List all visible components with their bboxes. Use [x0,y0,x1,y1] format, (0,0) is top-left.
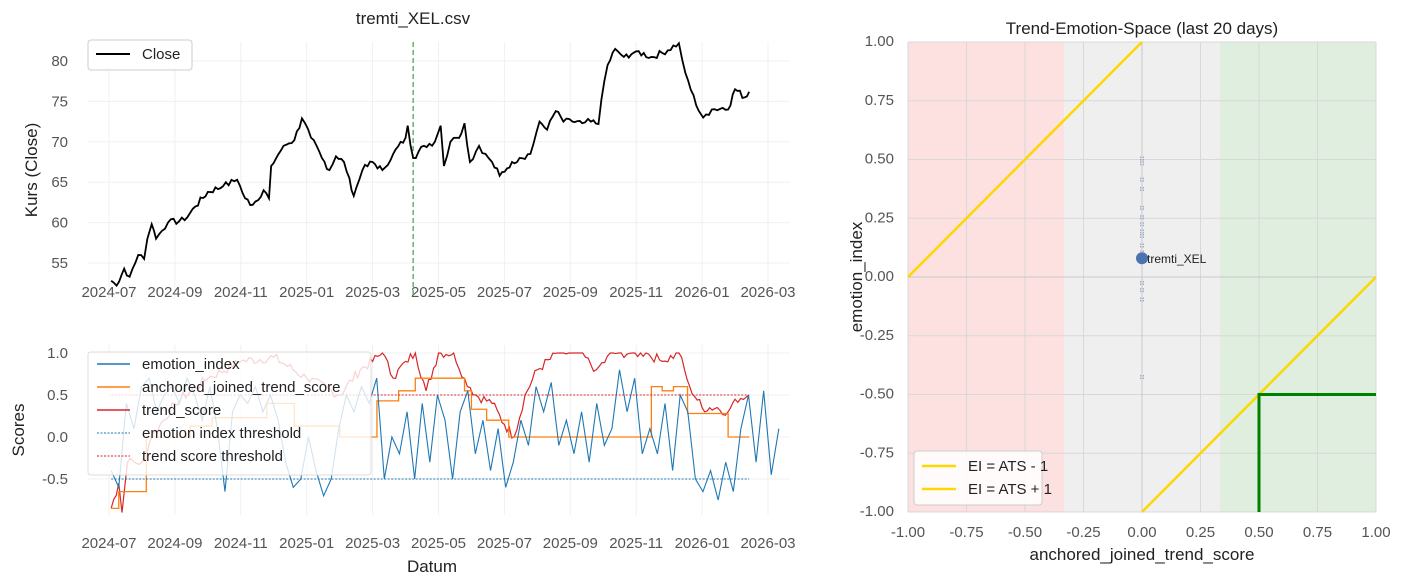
x-tick-label: 2024-09 [147,284,202,301]
legend-label: anchored_joined_trend_score [142,379,340,396]
y-tick-label: -0.25 [860,327,894,344]
x-tick-label: 2024-11 [214,284,268,301]
legend-label: EI = ATS - 1 [968,458,1048,475]
y-tick-label: 55 [51,255,68,272]
trail-point [1140,229,1144,235]
legend-box [87,39,193,71]
x-axis-label: Datum [407,557,457,576]
y-tick-label: -1.00 [860,503,894,520]
x-tick-label: -0.75 [949,524,983,541]
y-tick-label: 75 [51,93,68,110]
x-tick-label: 2025-11 [609,535,663,552]
legend: Close [87,39,193,71]
x-tick-label: -0.50 [1008,524,1042,541]
trail-point [1140,222,1144,228]
trail-point [1140,161,1144,167]
chart-title: Trend-Emotion-Space (last 20 days) [1006,19,1278,38]
legend-label: trend score threshold [142,448,283,465]
legend: EI = ATS - 1 EI = ATS + 1 [913,450,1052,506]
ats-line-1 [907,41,1143,278]
x-tick-label: 2026-01 [675,535,730,552]
trail-point [1140,375,1144,381]
trail-point [1140,187,1144,193]
y-tick-label: 0.75 [865,92,894,109]
point-label: tremti_XEL [1147,252,1207,266]
trail-point [1140,205,1144,211]
x-tick-label: 2024-07 [81,284,136,301]
close-line [110,41,750,288]
legend-box [913,450,1043,506]
y-tick-label: 0.50 [865,151,894,168]
x-tick-label: 0.75 [1303,524,1332,541]
trail-point [1140,297,1144,303]
y-tick-label: -0.5 [42,471,68,488]
x-tick-label: 2025-07 [477,535,532,552]
legend-label-close: Close [142,46,180,63]
x-tick-label: 2025-11 [609,284,663,301]
legend-box [87,351,372,476]
y-tick-label: 60 [51,215,68,232]
y-tick-label: -0.50 [860,386,894,403]
y-axis-label: Scores [9,404,28,457]
x-tick-label: 2025-03 [345,284,400,301]
y-tick-label: 0.5 [47,387,68,404]
y-tick-label: 0.25 [865,209,894,226]
x-tick-label: 2025-09 [543,535,598,552]
x-tick-label: 2025-03 [345,535,400,552]
x-tick-label: -1.00 [891,524,925,541]
x-tick-label: 2025-01 [279,284,334,301]
y-tick-label: 80 [51,53,68,70]
x-tick-label: 0.50 [1244,524,1273,541]
legend-label: trend_score [142,402,221,419]
y-tick-label: -0.75 [860,444,894,461]
y-tick-label: 0.00 [865,268,894,285]
trail-point [1140,156,1144,162]
x-tick-label: 2025-05 [411,284,466,301]
target-box-line [1257,393,1376,512]
y-tick-label: 0.0 [47,429,68,446]
x-tick-label: 0.00 [1127,524,1156,541]
x-tick-label: 2026-03 [740,535,795,552]
x-axis-label: anchored_joined_trend_score [1030,545,1255,564]
y-tick-label: 65 [51,174,68,191]
legend-label: EI = ATS + 1 [968,481,1052,498]
y-tick-label: 1.00 [865,33,894,50]
trail-point [1140,177,1144,183]
y-tick-label: 1.0 [47,345,68,362]
x-tick-label: 2024-09 [147,535,202,552]
x-tick-label: 2025-09 [543,284,598,301]
x-tick-label: 2026-03 [740,284,795,301]
legend-label: emotion_index [142,356,240,373]
legend-label: emotion index threshold [142,425,301,442]
trail-point [1140,288,1144,294]
x-tick-label: 2024-11 [214,535,268,552]
current-point [1136,252,1148,265]
y-axis-label: emotion_index [847,221,866,332]
x-tick-label: 2025-05 [411,535,466,552]
x-tick-label: -0.25 [1066,524,1100,541]
x-tick-label: 2025-01 [279,535,334,552]
trail-point [1140,281,1144,287]
y-axis-label: Kurs (Close) [22,123,41,217]
x-tick-label: 1.00 [1361,524,1390,541]
x-tick-label: 0.25 [1186,524,1215,541]
x-tick-label: 2025-07 [477,284,532,301]
trail-point [1140,243,1144,249]
trail-point [1140,215,1144,221]
x-tick-label: 2026-01 [675,284,730,301]
chart-title: tremti_XEL.csv [356,9,471,28]
x-tick-label: 2024-07 [81,535,136,552]
trail-point [1140,234,1144,240]
legend: emotion_index anchored_joined_trend_score… [87,351,372,476]
y-tick-label: 70 [51,134,68,151]
